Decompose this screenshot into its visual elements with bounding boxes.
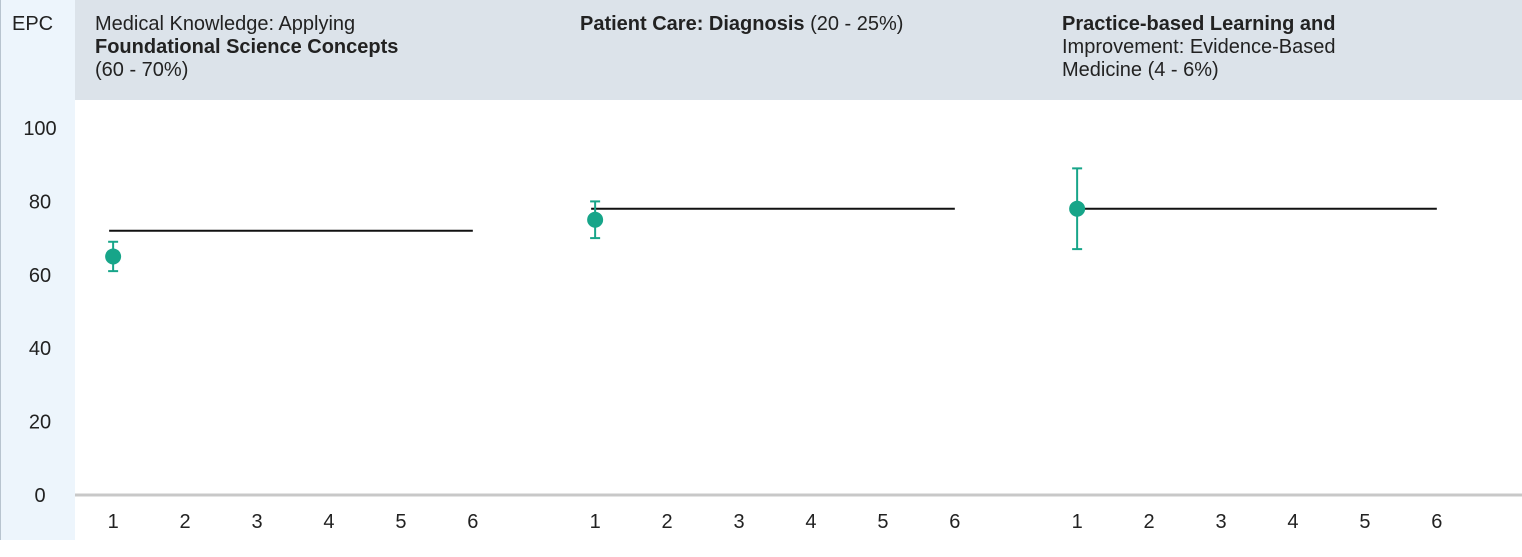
panel-title: Practice-based Learning and [1062, 13, 1335, 35]
x-tick-label: 6 [467, 511, 478, 533]
x-tick-label: 5 [395, 511, 406, 533]
x-tick-label: 3 [251, 511, 262, 533]
title-segment: Foundational Science Concepts [95, 36, 398, 58]
title-segment: Patient Care: Diagnosis [580, 13, 805, 35]
y-tick-label: 80 [29, 191, 51, 213]
panel-title: Medicine (4 - 6%) [1062, 59, 1219, 81]
x-tick-label: 2 [180, 511, 191, 533]
y-tick-label: 40 [29, 338, 51, 360]
x-tick-label: 3 [1215, 511, 1226, 533]
title-segment: (20 - 25%) [805, 13, 904, 35]
panel-title: Improvement: Evidence-Based [1062, 36, 1335, 58]
y-tick-label: 20 [29, 412, 51, 434]
x-tick-label: 1 [590, 511, 601, 533]
panel-title: Patient Care: Diagnosis (20 - 25%) [580, 13, 903, 35]
x-tick-label: 2 [662, 511, 673, 533]
point [1069, 200, 1086, 217]
title-segment: Improvement: Evidence-Based [1062, 36, 1335, 58]
y-tick-label: 100 [23, 118, 56, 140]
axis-strip [0, 0, 75, 540]
x-tick-label: 5 [877, 511, 888, 533]
panel-title: Foundational Science Concepts [95, 36, 398, 58]
title-segment: Medical Knowledge: Applying [95, 13, 355, 35]
y-tick-label: 60 [29, 265, 51, 287]
x-tick-label: 1 [108, 511, 119, 533]
x-tick-label: 2 [1144, 511, 1155, 533]
title-segment: Medicine (4 - 6%) [1062, 59, 1219, 81]
x-tick-label: 5 [1359, 511, 1370, 533]
point [105, 248, 122, 265]
x-tick-label: 6 [949, 511, 960, 533]
panel-title: (60 - 70%) [95, 59, 188, 81]
header-band [75, 0, 1522, 100]
x-tick-label: 4 [323, 511, 334, 533]
panel-title: Medical Knowledge: Applying [95, 13, 355, 35]
x-tick-label: 4 [1287, 511, 1298, 533]
x-tick-label: 4 [805, 511, 816, 533]
title-segment: Practice-based Learning and [1062, 13, 1335, 35]
y-tick-label: 0 [34, 485, 45, 507]
title-segment: (60 - 70%) [95, 59, 188, 81]
x-tick-label: 1 [1072, 511, 1083, 533]
axis-header: EPC [12, 13, 53, 35]
x-tick-label: 6 [1431, 511, 1442, 533]
x-tick-label: 3 [733, 511, 744, 533]
point [587, 211, 604, 228]
